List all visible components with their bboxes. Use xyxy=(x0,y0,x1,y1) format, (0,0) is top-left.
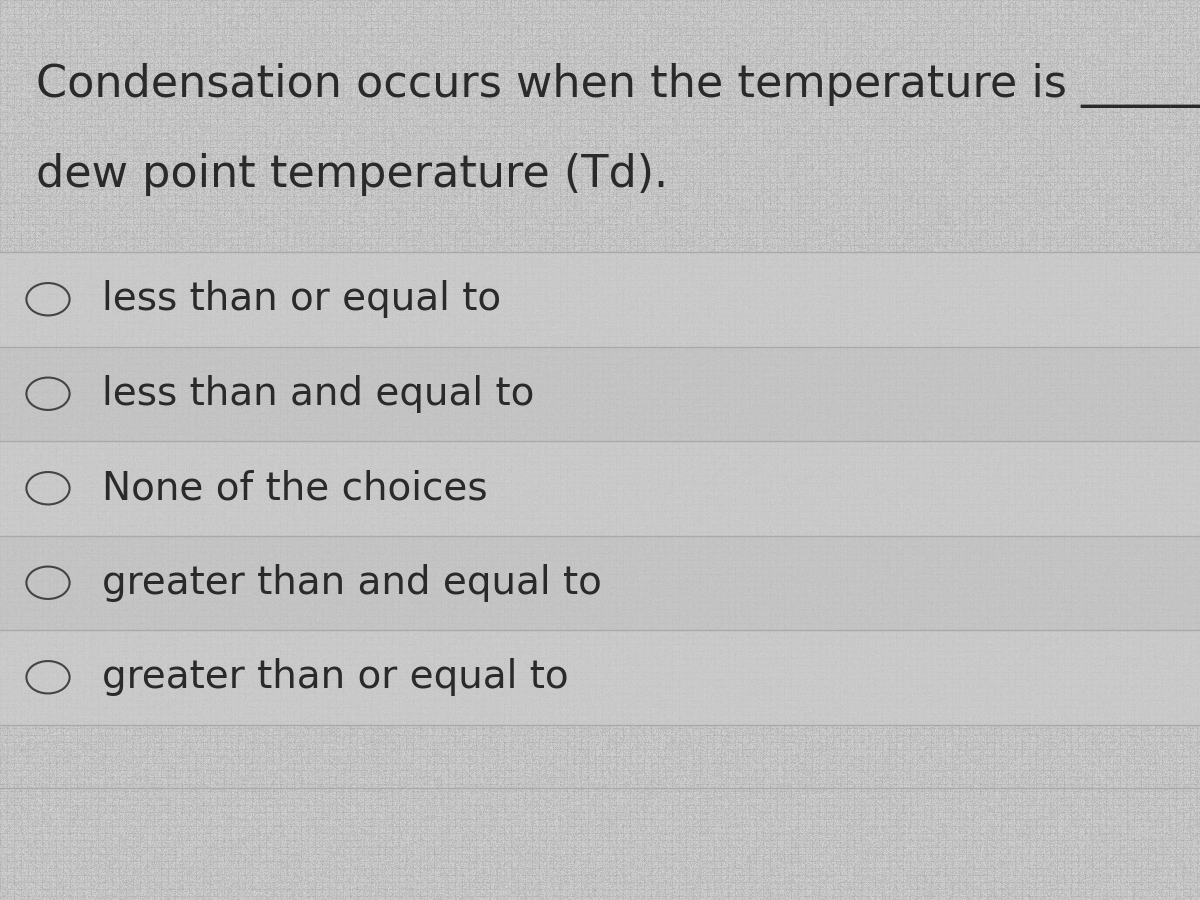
Text: greater than and equal to: greater than and equal to xyxy=(102,563,602,602)
FancyBboxPatch shape xyxy=(0,346,1200,441)
Text: less than or equal to: less than or equal to xyxy=(102,280,502,319)
FancyBboxPatch shape xyxy=(0,536,1200,630)
FancyBboxPatch shape xyxy=(0,252,1200,346)
FancyBboxPatch shape xyxy=(0,630,1200,725)
Text: less than and equal to: less than and equal to xyxy=(102,374,534,413)
Text: None of the choices: None of the choices xyxy=(102,469,487,508)
Text: dew point temperature (Td).: dew point temperature (Td). xyxy=(36,153,668,196)
Text: Condensation occurs when the temperature is _______ the: Condensation occurs when the temperature… xyxy=(36,63,1200,108)
Text: greater than or equal to: greater than or equal to xyxy=(102,658,569,697)
FancyBboxPatch shape xyxy=(0,441,1200,536)
